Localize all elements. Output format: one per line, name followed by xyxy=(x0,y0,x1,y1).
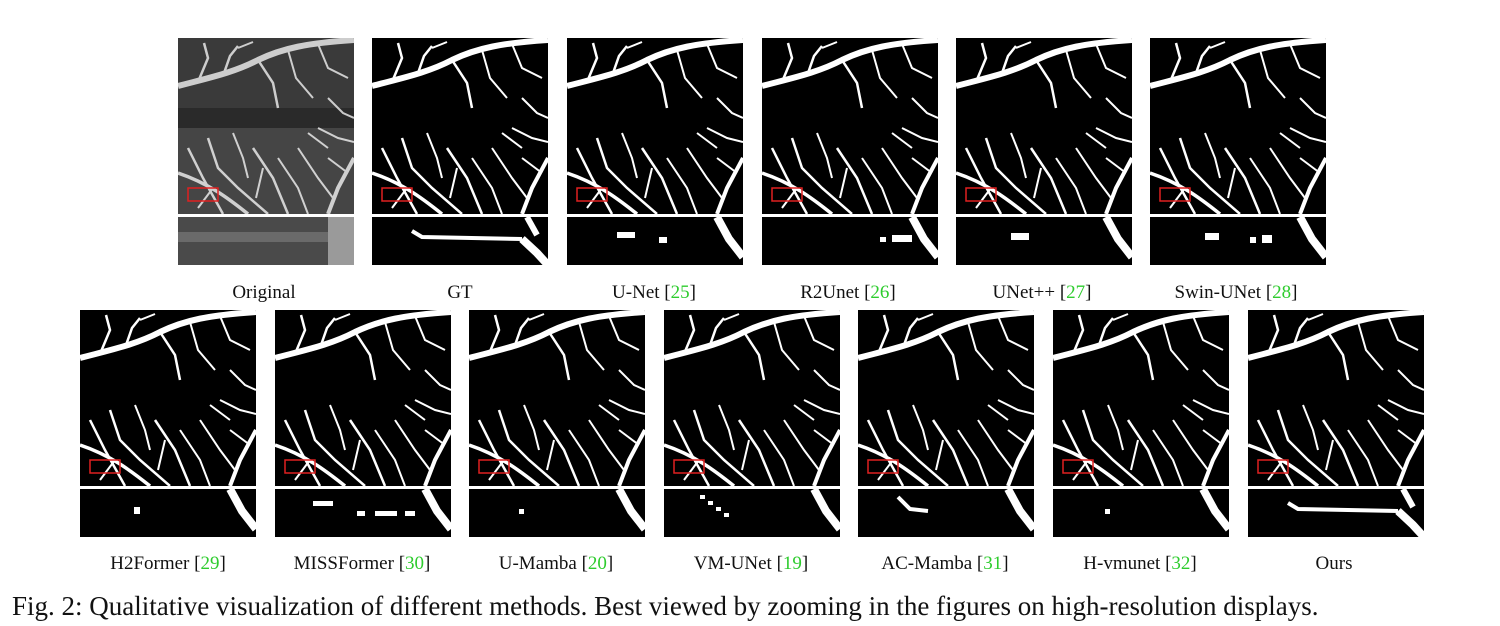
vmunet-image xyxy=(664,310,840,486)
swinunet-zoom xyxy=(1150,217,1326,265)
highlight-box xyxy=(576,187,608,202)
vmunet-zoom xyxy=(664,489,840,537)
panel-h2former xyxy=(80,310,256,537)
panel-ours xyxy=(1248,310,1424,537)
panel-missformer xyxy=(275,310,451,537)
panel-umamba xyxy=(469,310,645,537)
label-original: Original xyxy=(232,282,296,303)
label-swinunet: Swin-UNet [28] xyxy=(1174,282,1298,303)
missformer-zoom xyxy=(275,489,451,537)
ref-link[interactable]: 28 xyxy=(1272,282,1292,303)
ref-link[interactable]: 25 xyxy=(670,282,690,303)
hvmunet-zoom xyxy=(1053,489,1229,537)
label-unet: U-Net [25] xyxy=(612,282,696,303)
ours-image xyxy=(1248,310,1424,486)
highlight-box xyxy=(965,187,997,202)
highlight-box xyxy=(284,459,316,474)
highlight-box xyxy=(1159,187,1191,202)
label-vmunet: VM-UNet [19] xyxy=(693,553,809,574)
gt-image xyxy=(372,38,548,214)
figure-caption: Fig. 2: Qualitative visualization of dif… xyxy=(12,591,1319,621)
ref-link[interactable]: 20 xyxy=(587,553,607,574)
panel-original xyxy=(178,38,354,265)
r2unet-image xyxy=(762,38,938,214)
panel-r2unet xyxy=(762,38,938,265)
highlight-box xyxy=(381,187,413,202)
highlight-box xyxy=(673,459,705,474)
panel-acmamba xyxy=(858,310,1034,537)
highlight-box xyxy=(478,459,510,474)
unet-zoom xyxy=(567,217,743,265)
acmamba-image xyxy=(858,310,1034,486)
gt-zoom xyxy=(372,217,548,265)
panel-vmunet xyxy=(664,310,840,537)
label-ours: Ours xyxy=(1315,553,1353,574)
label-hvmunet: H-vmunet [32] xyxy=(1083,553,1197,574)
highlight-box xyxy=(867,459,899,474)
unet-image xyxy=(567,38,743,214)
hvmunet-image xyxy=(1053,310,1229,486)
ref-link[interactable]: 19 xyxy=(782,553,802,574)
umamba-zoom xyxy=(469,489,645,537)
label-h2former: H2Former [29] xyxy=(110,553,226,574)
unetpp-zoom xyxy=(956,217,1132,265)
label-umamba: U-Mamba [20] xyxy=(498,553,614,574)
panel-swinunet xyxy=(1150,38,1326,265)
highlight-box xyxy=(89,459,121,474)
label-acmamba: AC-Mamba [31] xyxy=(881,553,1009,574)
ref-link[interactable]: 31 xyxy=(983,553,1003,574)
ref-link[interactable]: 30 xyxy=(405,553,425,574)
ref-link[interactable]: 26 xyxy=(870,282,890,303)
original-zoom xyxy=(178,217,354,265)
ref-link[interactable]: 32 xyxy=(1171,553,1191,574)
label-missformer: MISSFormer [30] xyxy=(293,553,431,574)
highlight-box xyxy=(1062,459,1094,474)
h2former-zoom xyxy=(80,489,256,537)
label-gt: GT xyxy=(447,282,473,303)
ref-link[interactable]: 27 xyxy=(1066,282,1086,303)
panel-gt xyxy=(372,38,548,265)
umamba-image xyxy=(469,310,645,486)
label-r2unet: R2Unet [26] xyxy=(800,282,896,303)
acmamba-zoom xyxy=(858,489,1034,537)
ref-link[interactable]: 29 xyxy=(200,553,220,574)
unetpp-image xyxy=(956,38,1132,214)
missformer-image xyxy=(275,310,451,486)
highlight-box xyxy=(1257,459,1289,474)
highlight-box xyxy=(187,187,219,202)
r2unet-zoom xyxy=(762,217,938,265)
highlight-box xyxy=(771,187,803,202)
ours-zoom xyxy=(1248,489,1424,537)
panel-hvmunet xyxy=(1053,310,1229,537)
panel-unet xyxy=(567,38,743,265)
h2former-image xyxy=(80,310,256,486)
original-image xyxy=(178,38,354,214)
swinunet-image xyxy=(1150,38,1326,214)
label-unetpp: UNet++ [27] xyxy=(992,282,1092,303)
panel-unetpp xyxy=(956,38,1132,265)
